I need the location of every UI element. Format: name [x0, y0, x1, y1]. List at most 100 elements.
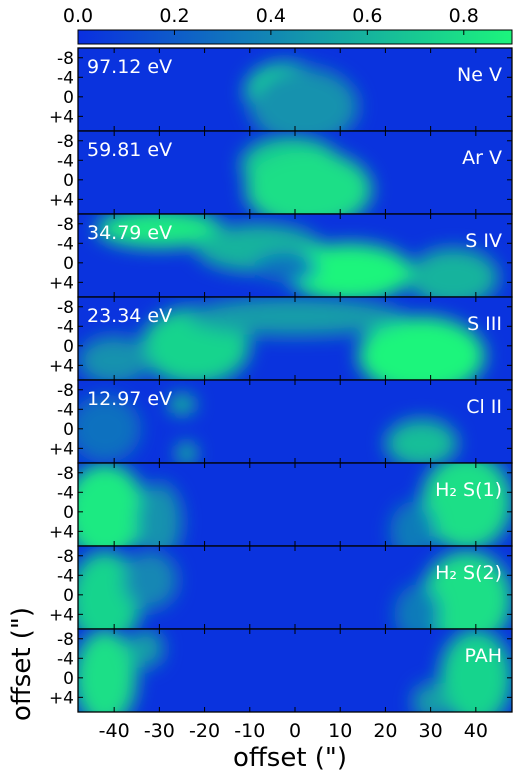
- emission-blob: [168, 394, 196, 415]
- y-tick-label: -8: [57, 215, 74, 235]
- panel-image: [240, 135, 372, 214]
- x-tick-label: 30: [419, 720, 443, 742]
- emission-blob: [96, 214, 223, 249]
- x-tick-label: 40: [464, 720, 488, 742]
- panel: -8-40+4 23.34 eV S III: [49, 296, 513, 381]
- colorbar-tick-label: 0.2: [159, 5, 189, 27]
- y-tick-label: 0: [63, 171, 74, 191]
- emission-blob: [412, 682, 449, 712]
- panel-energy-label: 12.97 eV: [87, 388, 172, 410]
- x-tick-label: -20: [189, 720, 220, 742]
- colorbar-tick-label: 0.0: [63, 5, 93, 27]
- y-tick-label: 0: [63, 420, 74, 440]
- panel: -8-40+4 59.81 eV Ar V: [49, 130, 513, 215]
- x-axis-label: offset ("): [233, 743, 347, 773]
- y-tick-label: 0: [63, 254, 74, 274]
- y-tick-label: -4: [57, 151, 74, 171]
- emission-blob: [245, 150, 372, 214]
- panel-line-label: S IV: [465, 230, 502, 252]
- emission-blob: [421, 550, 512, 629]
- y-tick-label: +4: [49, 273, 74, 293]
- panel-line-label: H₂ S(1): [435, 479, 502, 501]
- panels: -8-40+497.12 eV Ne V-8-40+459.81 eV Ar V-8…: [49, 47, 513, 713]
- emission-blob: [78, 629, 137, 712]
- y-tick-label: -8: [57, 630, 74, 650]
- panel-emission: [240, 135, 372, 214]
- panel-energy-label: 34.79 eV: [87, 222, 172, 244]
- emission-blob: [136, 482, 182, 546]
- y-tick-label: +4: [49, 107, 74, 127]
- y-tick-label: -8: [57, 49, 74, 69]
- panel-energy-label: 97.12 eV: [87, 56, 172, 78]
- x-tick-label: 10: [328, 720, 352, 742]
- y-tick-label: +4: [49, 688, 74, 708]
- panel-image: [245, 62, 359, 131]
- emission-blob: [285, 243, 413, 297]
- colorbar-bar: [77, 29, 513, 45]
- panel-line-label: H₂ S(2): [435, 562, 502, 584]
- colorbar: 0.0 0.2 0.4 0.6 0.8: [63, 5, 513, 45]
- x-tick-label: -10: [234, 720, 265, 742]
- panel: -8-40+4 12.97 eV Cl II: [49, 379, 513, 464]
- panel-image: [78, 629, 512, 712]
- emission-blob: [78, 336, 151, 380]
- panel-emission: [96, 214, 499, 297]
- y-tick-label: -4: [57, 483, 74, 503]
- y-tick-label: +4: [49, 190, 74, 210]
- y-tick-label: -8: [57, 132, 74, 152]
- y-tick-label: +4: [49, 605, 74, 625]
- y-tick-label: -4: [57, 649, 74, 669]
- y-tick-label: 0: [63, 88, 74, 108]
- panel: -8-40+4 PAH: [49, 628, 513, 713]
- emission-blob: [177, 443, 196, 463]
- y-tick-label: -8: [57, 381, 74, 401]
- panel-energy-label: 59.81 eV: [87, 139, 172, 161]
- emission-blob: [127, 629, 164, 669]
- panel: -8-40+4 34.79 eV S IV: [49, 213, 513, 298]
- panel-image: [78, 394, 458, 463]
- panel-line-label: Ne V: [457, 64, 502, 86]
- x-tick-label: -30: [144, 720, 175, 742]
- y-tick-label: +4: [49, 522, 74, 542]
- colorbar-tick-label: 0.6: [352, 5, 382, 27]
- x-tick-label: -40: [99, 720, 130, 742]
- colorbar-tick-label: 0.8: [449, 5, 479, 27]
- panel-emission: [78, 394, 458, 463]
- panel-energy-label: 23.34 eV: [87, 305, 172, 327]
- y-tick-label: +4: [49, 439, 74, 459]
- y-tick-label: -4: [57, 317, 74, 337]
- panel-line-label: S III: [467, 313, 502, 335]
- panel-image: [96, 214, 499, 297]
- emission-blob: [385, 419, 458, 463]
- y-tick-label: +4: [49, 356, 74, 376]
- panel-image: [78, 550, 512, 629]
- y-tick-label: -4: [57, 400, 74, 420]
- panel-emission: [245, 62, 359, 131]
- y-tick-label: -4: [57, 566, 74, 586]
- y-tick-label: 0: [63, 337, 74, 357]
- y-tick-label: -4: [57, 68, 74, 88]
- emission-blob: [254, 253, 318, 283]
- emission-blob: [439, 629, 512, 712]
- panel-emission: [78, 629, 512, 712]
- emission-blob: [394, 585, 440, 629]
- y-tick-label: -8: [57, 547, 74, 567]
- panel-image: [78, 463, 512, 546]
- y-tick-label: 0: [63, 669, 74, 689]
- panel: -8-40+4 H₂ S(1): [49, 462, 513, 547]
- x-tick-label: 0: [289, 720, 301, 742]
- x-axis: -40 -30 -20 -10 0 10 20 30 40: [99, 720, 488, 742]
- panel-line-label: Ar V: [462, 147, 502, 169]
- y-axis-label: offset ("): [7, 607, 37, 721]
- emission-blob: [123, 550, 178, 610]
- panel: -8-40+4 H₂ S(2): [49, 545, 513, 630]
- y-tick-label: -8: [57, 464, 74, 484]
- panel-emission: [78, 297, 485, 380]
- emission-blob: [408, 248, 499, 297]
- emission-blob: [78, 394, 142, 463]
- panel-emission: [78, 463, 512, 546]
- x-tick-label: 20: [373, 720, 397, 742]
- panel-line-label: PAH: [464, 645, 502, 667]
- panel-emission: [78, 550, 512, 629]
